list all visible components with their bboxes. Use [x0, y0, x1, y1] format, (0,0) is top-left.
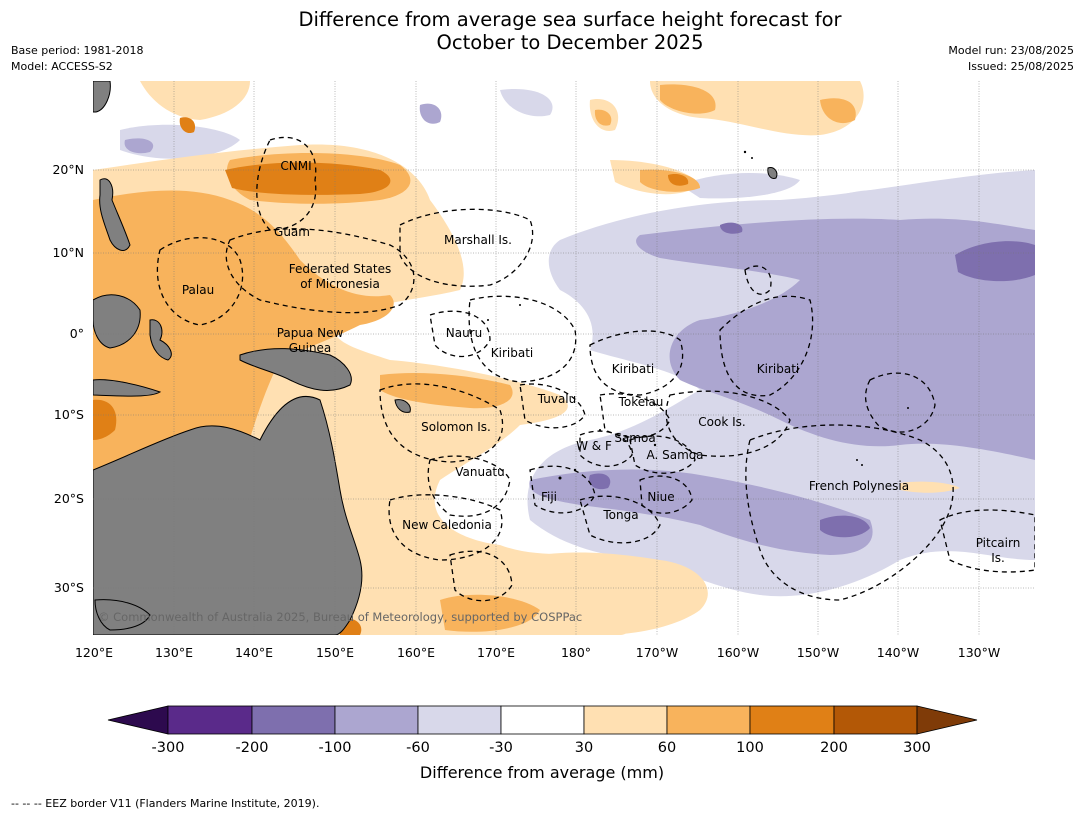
colorbar-tick: -60 [406, 740, 430, 756]
colorbar-segment [833, 705, 918, 735]
label-kiribati-east: Kiribati [757, 362, 799, 376]
lon-tick: 140°W [877, 645, 919, 660]
lon-tick: 140°E [235, 645, 273, 660]
label-kiribati-west: Kiribati [491, 346, 533, 360]
label-vanuatu: Vanuatu [455, 465, 505, 479]
label-png-2: Guinea [289, 341, 332, 355]
new-zealand-frag [94, 599, 151, 631]
region-labels: CNMI Guam Marshall Is. Federated States … [182, 159, 1020, 565]
lon-tick: 180° [561, 645, 591, 660]
graticule [93, 81, 1035, 635]
colorbar-low-extension [107, 705, 169, 735]
island-dots [487, 150, 909, 480]
label-tonga: Tonga [602, 508, 638, 522]
label-kiribati-central: Kiribati [612, 362, 654, 376]
lat-tick: 20°S [54, 491, 84, 506]
lat-tick: 10°S [54, 407, 84, 422]
lon-tick: 120°E [75, 645, 113, 660]
australia [93, 395, 363, 635]
lon-tick: 130°W [958, 645, 1000, 660]
label-wallis-futuna: W & F [576, 439, 612, 453]
sulawesi [149, 319, 172, 361]
title-line-1: Difference from average sea surface heig… [298, 8, 842, 31]
label-nauru: Nauru [446, 326, 482, 340]
label-pitcairn-1: Pitcairn [976, 536, 1021, 550]
label-marshall: Marshall Is. [444, 233, 512, 247]
colorbar-high-extension [916, 705, 978, 735]
colorbar-tick: 30 [575, 740, 593, 756]
lon-tick: 170°W [636, 645, 678, 660]
lon-tick: 160°W [717, 645, 759, 660]
lon-tick: 170°E [477, 645, 515, 660]
latitude-tick-labels: 20°N 10°N 0° 10°S 20°S 30°S [52, 162, 84, 595]
lon-tick: 160°E [397, 645, 435, 660]
issued-date: Issued: 25/08/2025 [967, 60, 1074, 73]
colorbar-segment [500, 705, 585, 735]
colorbar-segment [334, 705, 419, 735]
colorbar: -300 -200 -100 -60 -30 30 60 100 200 300… [107, 705, 978, 782]
eez-legend-footer: -- -- -- EEZ border V11 (Flanders Marine… [11, 797, 320, 810]
base-period: Base period: 1981-2018 [11, 44, 144, 57]
borneo [93, 294, 141, 349]
eez-borders [156, 136, 1035, 602]
colorbar-segment [251, 705, 336, 735]
label-french-polynesia: French Polynesia [809, 479, 909, 493]
map-area: CNMI Guam Marshall Is. Federated States … [93, 81, 1035, 635]
colorbar-segment [167, 705, 253, 735]
model-name: Model: ACCESS-S2 [11, 60, 113, 73]
taiwan-japan-frag [93, 81, 111, 113]
colorbar-segment [417, 705, 502, 735]
meta-right: Model run: 23/08/2025 Issued: 25/08/2025 [948, 43, 1074, 75]
colorbar-tick: -300 [152, 740, 185, 756]
colorbar-segment [666, 705, 751, 735]
colorbar-tick: 300 [903, 740, 931, 756]
java-sumatra [93, 379, 162, 397]
longitude-tick-labels: 120°E 130°E 140°E 150°E 160°E 170°E 180°… [75, 645, 1000, 660]
lon-tick: 150°W [797, 645, 839, 660]
map-title: Difference from average sea surface heig… [0, 8, 1085, 54]
label-guam: Guam [274, 225, 310, 239]
land-masses [93, 81, 778, 635]
lat-tick: 20°N [52, 162, 84, 177]
label-pitcairn-2: Is. [991, 551, 1005, 565]
label-palau: Palau [182, 283, 214, 297]
label-fiji: Fiji [541, 490, 557, 504]
copyright-notice: © Commonwealth of Australia 2025, Bureau… [98, 610, 582, 624]
label-png-1: Papua New [277, 326, 344, 340]
lat-tick: 0° [70, 326, 84, 341]
label-niue: Niue [647, 490, 674, 504]
colorbar-segment [749, 705, 835, 735]
colorbar-label: Difference from average (mm) [420, 763, 664, 782]
colorbar-tick: 100 [736, 740, 764, 756]
label-cnmi: CNMI [280, 159, 311, 173]
label-samoa: Samoa [614, 431, 655, 445]
colorbar-tick: -200 [236, 740, 269, 756]
meta-left: Base period: 1981-2018 Model: ACCESS-S2 [11, 43, 143, 75]
lon-tick: 130°E [155, 645, 193, 660]
philippines [99, 178, 131, 251]
label-fsm-1: Federated States [289, 262, 391, 276]
label-american-samoa: A. Samoa [647, 448, 704, 462]
label-tokelau: Tokelau [618, 395, 664, 409]
title-line-2: October to December 2025 [436, 31, 704, 54]
hawaii [767, 167, 778, 179]
label-fsm-2: of Micronesia [300, 277, 380, 291]
new-caledonia [394, 399, 411, 413]
label-solomon: Solomon Is. [421, 420, 491, 434]
lon-tick: 150°E [316, 645, 354, 660]
colorbar-tick: -100 [319, 740, 352, 756]
colorbar-tick: 200 [820, 740, 848, 756]
colorbar-tick: 60 [658, 740, 676, 756]
lat-tick: 10°N [52, 245, 84, 260]
model-run: Model run: 23/08/2025 [948, 44, 1074, 57]
label-new-caledonia: New Caledonia [402, 518, 492, 532]
label-tuvalu: Tuvalu [537, 392, 577, 406]
new-guinea [239, 348, 352, 391]
label-cook: Cook Is. [698, 415, 745, 429]
colorbar-tick: -30 [489, 740, 513, 756]
lat-tick: 30°S [54, 580, 84, 595]
colorbar-segment [583, 705, 668, 735]
